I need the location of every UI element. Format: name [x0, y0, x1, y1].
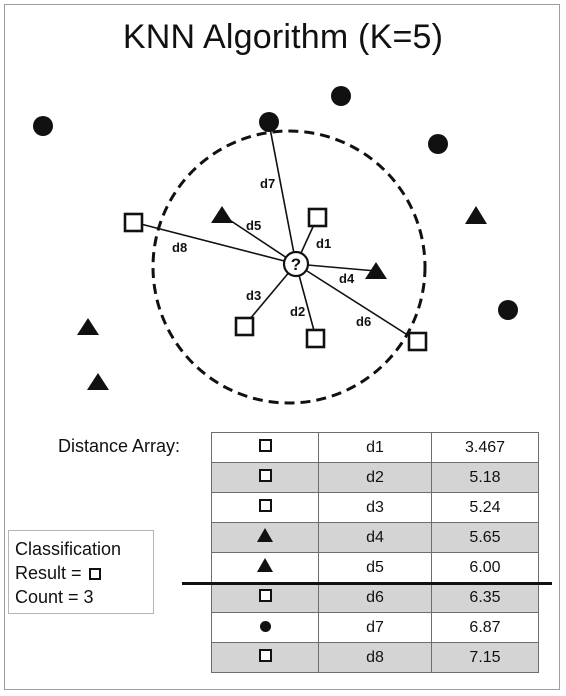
- circle-point: [331, 86, 351, 106]
- table-cell-value: 6.87: [431, 612, 539, 643]
- edge-label-d6: d6: [356, 314, 371, 329]
- square-icon: [258, 438, 272, 452]
- table-cell-name: d5: [318, 552, 432, 583]
- table-cell-shape: [211, 492, 319, 523]
- table-cell-value: 7.15: [431, 642, 539, 673]
- table-cell-name: d6: [318, 582, 432, 613]
- edge-d3: [243, 263, 297, 327]
- classification-line1: Classification: [15, 539, 122, 559]
- circle-point: [498, 300, 518, 320]
- table-row: d2 5.18: [211, 462, 539, 493]
- triangle-point: [211, 206, 233, 223]
- edge-label-d5: d5: [246, 218, 261, 233]
- table-row: d4 5.65: [211, 522, 539, 553]
- distance-array-label: Distance Array:: [58, 436, 181, 456]
- classification-count: Count = 3: [15, 587, 94, 607]
- edge-label-d2: d2: [290, 304, 305, 319]
- table-cell-shape: [211, 522, 319, 553]
- distance-table: d1 3.467 d2 5.18 d3 5.24 d4 5.65 d5 6.00 d6 6.35 d7 6…: [211, 432, 539, 673]
- table-cell-shape: [211, 642, 319, 673]
- table-cell-value: 3.467: [431, 432, 539, 463]
- edge-label-d4: d4: [339, 271, 355, 286]
- table-cell-name: d7: [318, 612, 432, 643]
- table-row: d5 6.00: [211, 552, 539, 583]
- table-cell-shape: [211, 582, 319, 613]
- table-cell-value: 6.00: [431, 552, 539, 583]
- table-cell-value: 5.24: [431, 492, 539, 523]
- circle-point: [428, 134, 448, 154]
- edge-d5: [221, 214, 297, 265]
- table-row: d1 3.467: [211, 432, 539, 463]
- table-cell-name: d4: [318, 522, 432, 553]
- square-point: [234, 316, 255, 337]
- table-cell-shape: [211, 462, 319, 493]
- square-icon: [88, 568, 101, 580]
- edge-label-d1: d1: [316, 236, 331, 251]
- table-cell-name: d2: [318, 462, 432, 493]
- table-cell-name: d3: [318, 492, 432, 523]
- query-point: [282, 250, 310, 278]
- query-point-label: ?: [291, 255, 301, 274]
- edge-label-d3: d3: [246, 288, 261, 303]
- square-point: [305, 328, 326, 349]
- classification-line2: Result =: [15, 561, 153, 585]
- edge-d6: [295, 263, 418, 342]
- square-icon: [258, 468, 272, 482]
- page-title: KNN Algorithm (K=5): [122, 18, 444, 56]
- k-cutoff-line: [182, 582, 552, 585]
- circle-point: [33, 116, 53, 136]
- table-row: d6 6.35: [211, 582, 539, 613]
- table-row: d3 5.24: [211, 492, 539, 523]
- table-cell-shape: [211, 612, 319, 643]
- table-cell-value: 6.35: [431, 582, 539, 613]
- table-cell-value: 5.65: [431, 522, 539, 553]
- circle-point: [259, 112, 279, 132]
- square-point: [307, 207, 328, 228]
- square-icon: [258, 498, 272, 512]
- square-icon: [258, 648, 272, 662]
- circle-icon: [259, 620, 271, 632]
- triangle-point: [465, 206, 487, 224]
- table-row: d8 7.15: [211, 642, 539, 673]
- edge-label-d8: d8: [172, 240, 187, 255]
- triangle-icon: [257, 558, 273, 572]
- triangle-point: [77, 318, 99, 335]
- table-cell-name: d1: [318, 432, 432, 463]
- table-cell-value: 5.18: [431, 462, 539, 493]
- edge-d7: [268, 122, 297, 265]
- distance-edges: [132, 122, 418, 342]
- square-icon: [258, 588, 272, 602]
- table-row: d7 6.87: [211, 612, 539, 643]
- triangle-point: [87, 373, 109, 390]
- edge-d8: [132, 221, 297, 265]
- square-point: [407, 331, 428, 352]
- square-point: [123, 212, 144, 233]
- edge-d4: [295, 263, 377, 272]
- knn-diagram: d1 d2 d3 d4 d5 d6 d7 d8 ?: [33, 86, 518, 405]
- table-cell-shape: [211, 552, 319, 583]
- classification-box: Classification Result = Count = 3: [8, 530, 154, 614]
- k-radius-circle: [151, 129, 427, 405]
- table-cell-shape: [211, 432, 319, 463]
- table-cell-name: d8: [318, 642, 432, 673]
- edge-label-d7: d7: [260, 176, 275, 191]
- classification-result-label: Result =: [15, 563, 82, 583]
- triangle-icon: [257, 528, 273, 542]
- triangle-point: [365, 262, 387, 279]
